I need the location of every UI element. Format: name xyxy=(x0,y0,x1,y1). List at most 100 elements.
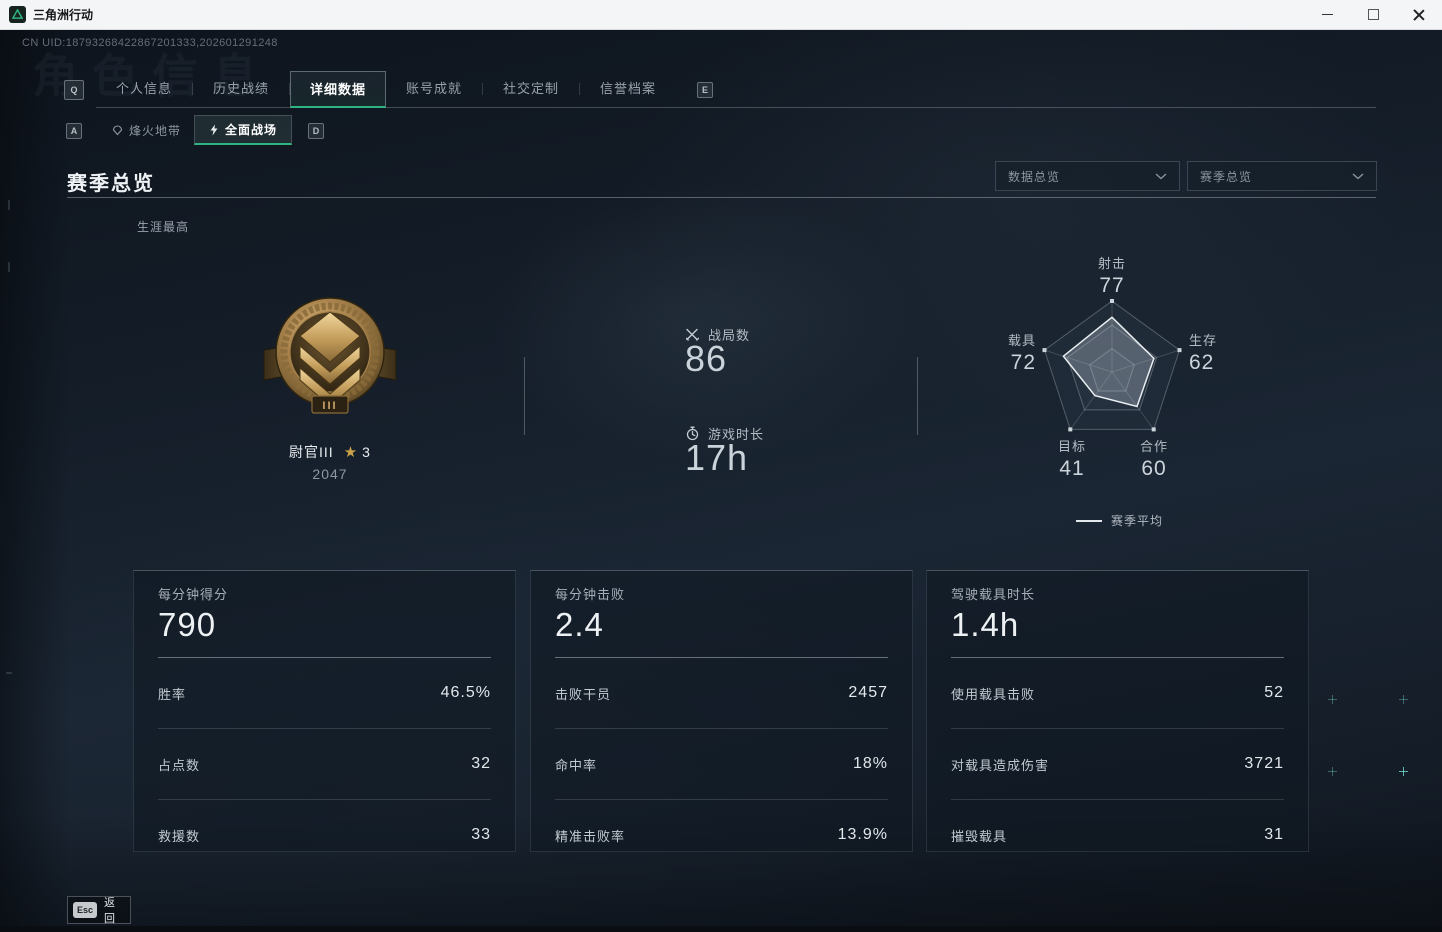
card-headline-value: 1.4h xyxy=(951,606,1020,643)
tab-separator xyxy=(192,83,193,95)
tab-achievements[interactable]: 账号成就 xyxy=(405,81,462,96)
dropdown-value: 数据总览 xyxy=(1008,169,1061,184)
radar-axis-vehicle: 载具 72 xyxy=(1007,333,1036,374)
hud-tick-decoration xyxy=(8,200,10,210)
radar-axis-shooting: 射击 77 xyxy=(1097,256,1126,297)
card-divider xyxy=(555,657,888,658)
battles-stat-value: 86 xyxy=(685,338,728,379)
main-tabbar: 个人信息 历史战绩 详细数据 账号成就 社交定制 信誉档案 xyxy=(96,71,1376,108)
season-overview-dropdown[interactable]: 赛季总览 xyxy=(1187,161,1377,191)
subtab-label: 全面战场 xyxy=(224,123,277,137)
card-headline-label: 每分钟得分 xyxy=(158,587,229,602)
radar-axis-cooperation: 合作 60 xyxy=(1139,439,1168,480)
playtime-icon xyxy=(686,426,699,441)
hazard-mode-icon xyxy=(112,125,123,136)
rank-row: 尉官III ★ 3 xyxy=(230,442,430,462)
card-row: 使用载具击败 52 xyxy=(951,658,1284,729)
tab-personal-info[interactable]: 个人信息 xyxy=(115,81,172,96)
section-divider xyxy=(67,197,1376,198)
battles-stat-label: 战局数 xyxy=(685,325,750,344)
key-hint-e: E xyxy=(697,82,713,98)
dropdown-value: 赛季总览 xyxy=(1200,169,1253,184)
card-divider xyxy=(951,657,1284,658)
tab-separator xyxy=(579,83,580,95)
minimize-button[interactable] xyxy=(1304,0,1350,29)
hud-cross-decoration xyxy=(1399,767,1408,776)
legend-label: 赛季平均 xyxy=(1111,514,1164,528)
score-card: 每分钟得分 790 胜率 46.5% 占点数 32 救援数 33 xyxy=(133,570,516,852)
battles-icon xyxy=(685,328,700,341)
tab-reputation[interactable]: 信誉档案 xyxy=(599,81,656,96)
card-row: 摧毁载具 31 xyxy=(951,826,1284,844)
tab-match-history[interactable]: 历史战绩 xyxy=(212,81,269,96)
combat-card: 每分钟击败 2.4 击败干员 2457 命中率 18% 精准击败率 13.9% xyxy=(530,570,913,852)
radar-axis-objective: 目标 41 xyxy=(1057,439,1086,480)
card-row: 救援数 33 xyxy=(158,826,491,844)
minimize-icon xyxy=(1321,13,1333,16)
uid-text: CN UID:18793268422867201333,202601291248 xyxy=(22,37,278,49)
bottom-strip xyxy=(0,926,1442,932)
column-divider xyxy=(917,357,918,435)
esc-keycap: Esc xyxy=(73,902,97,918)
rank-medal: III xyxy=(262,290,398,426)
tab-social[interactable]: 社交定制 xyxy=(502,81,559,96)
stat-label: 战局数 xyxy=(708,328,751,343)
tab-separator xyxy=(289,83,290,95)
stat-label: 游戏时长 xyxy=(708,427,765,442)
hud-cross-decoration xyxy=(1399,695,1408,704)
card-divider xyxy=(158,657,491,658)
column-divider xyxy=(524,357,525,435)
career-score: 2047 xyxy=(312,466,348,482)
hud-cross-decoration xyxy=(1328,695,1337,704)
close-button[interactable] xyxy=(1396,0,1442,29)
playtime-stat-label: 游戏时长 xyxy=(685,424,764,443)
key-hint-q: Q xyxy=(64,80,84,100)
subtab-full-warfare[interactable]: 全面战场 xyxy=(194,115,292,145)
vehicle-card: 驾驶载具时长 1.4h 使用载具击败 52 对载具造成伤害 3721 摧毁载具 … xyxy=(926,570,1309,852)
rank-name: 尉官III xyxy=(289,444,334,460)
app-logo-icon xyxy=(9,6,26,23)
back-button[interactable]: Esc 返回 xyxy=(67,896,131,925)
data-overview-dropdown[interactable]: 数据总览 xyxy=(995,161,1180,191)
radar-axis-survival: 生存 62 xyxy=(1189,333,1218,374)
maximize-button[interactable] xyxy=(1350,0,1396,29)
card-row: 对载具造成伤害 3721 xyxy=(951,729,1284,800)
card-headline-label: 驾驶载具时长 xyxy=(951,587,1036,602)
window-controls xyxy=(1304,0,1442,29)
card-row: 精准击败率 13.9% xyxy=(555,826,888,844)
medal-tier-text: III xyxy=(322,400,337,412)
subtab-label: 烽火地带 xyxy=(128,124,181,138)
rank-star-count: 3 xyxy=(362,444,371,460)
card-row: 命中率 18% xyxy=(555,729,888,800)
card-row: 击败干员 2457 xyxy=(555,658,888,729)
card-headline-value: 2.4 xyxy=(555,606,604,643)
rank-star-icon: ★ xyxy=(343,444,359,461)
hud-tick-decoration xyxy=(8,262,10,272)
card-headline-value: 790 xyxy=(158,606,217,643)
career-best-label: 生涯最高 xyxy=(137,220,190,234)
radar-legend: 赛季平均 xyxy=(1076,512,1163,529)
legend-line-swatch xyxy=(1076,519,1102,522)
season-radar-chart xyxy=(1042,299,1182,432)
subtab-hazard-zone[interactable]: 烽火地带 xyxy=(100,116,193,145)
back-label: 返回 xyxy=(104,897,117,925)
titlebar: 三角洲行动 xyxy=(0,0,1442,30)
card-row: 胜率 46.5% xyxy=(158,658,491,729)
window-title: 三角洲行动 xyxy=(33,8,94,22)
card-headline-label: 每分钟击败 xyxy=(555,587,626,602)
hud-tick-decoration xyxy=(6,672,12,674)
playtime-stat-value: 17h xyxy=(685,437,749,478)
tab-separator xyxy=(482,83,483,95)
tab-detailed-data[interactable]: 详细数据 xyxy=(290,71,386,108)
warfare-mode-icon xyxy=(210,124,218,135)
key-hint-d: D xyxy=(308,123,324,139)
maximize-icon xyxy=(1367,9,1379,20)
close-icon xyxy=(1413,9,1425,21)
key-hint-a: A xyxy=(66,123,82,139)
chevron-down-icon xyxy=(1155,173,1167,179)
card-row: 占点数 32 xyxy=(158,729,491,800)
section-title: 赛季总览 xyxy=(67,173,155,195)
chevron-down-icon xyxy=(1352,173,1364,179)
hud-cross-decoration xyxy=(1328,767,1337,776)
